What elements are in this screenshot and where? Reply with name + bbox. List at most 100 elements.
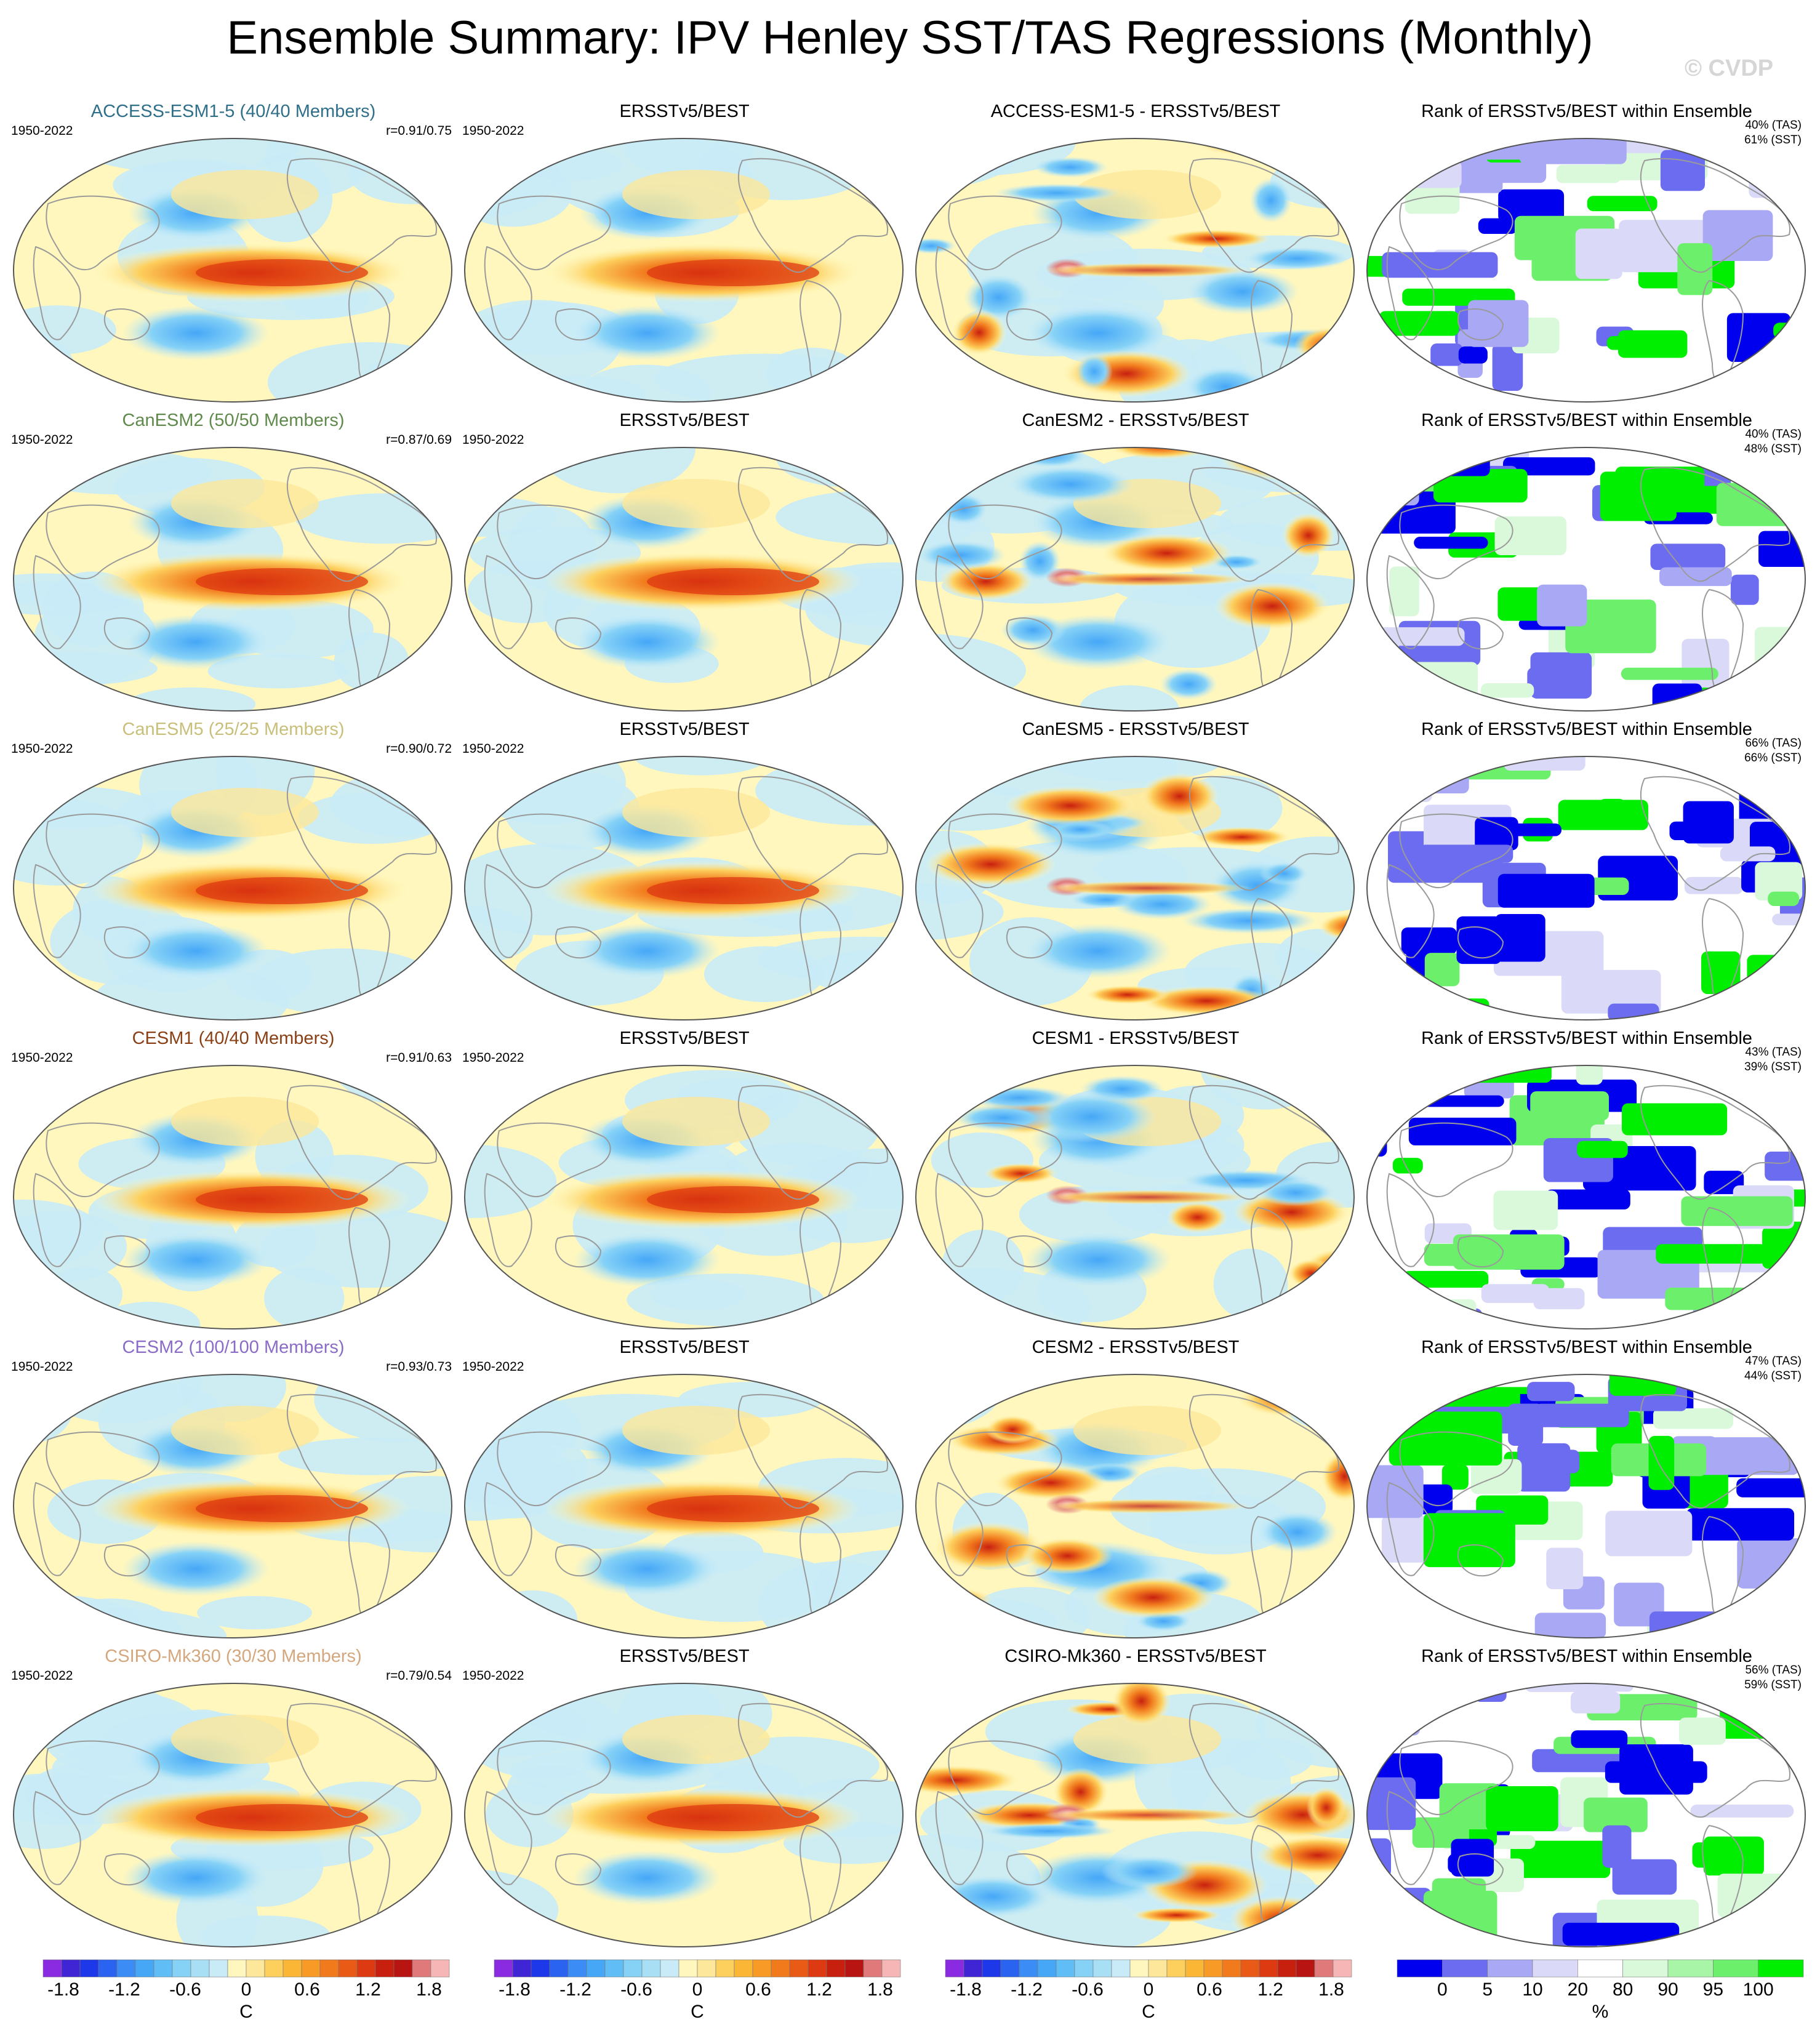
rank-pct-sst: 61% (SST) [1744, 134, 1802, 146]
rank-pct-sst: 59% (SST) [1744, 1678, 1802, 1691]
rank-cell [1433, 468, 1528, 503]
rank-cell [1690, 1804, 1794, 1818]
diff-panel-row-6: CSIRO-Mk360 - ERSSTv5/BEST [911, 1646, 1360, 1954]
rank-cell [1600, 471, 1677, 521]
colorbar-swatch [1166, 1959, 1186, 1978]
rank-cell [1367, 138, 1397, 158]
globe-map [915, 756, 1355, 1020]
colorbar-swatch [1296, 1959, 1315, 1978]
rank-cell [1762, 1226, 1805, 1269]
colorbar-svg [42, 1959, 450, 1978]
rank-cell [1423, 1513, 1515, 1568]
rank-cell [1621, 1103, 1728, 1136]
rank-cell [1602, 1825, 1632, 1868]
colorbar-swatch [982, 1959, 1001, 1978]
colorbar-tick-label: -0.6 [1072, 1979, 1104, 2000]
colorbar-tick-label: 95 [1702, 1979, 1724, 2000]
colorbar-swatch [1203, 1959, 1223, 1978]
rank-cell [1395, 1095, 1504, 1107]
rank-panel-row-2: Rank of ERSSTv5/BEST within Ensemble 40% … [1362, 411, 1811, 718]
rank-pct-tas: 43% (TAS) [1745, 1046, 1802, 1059]
rank-cell [1510, 1840, 1611, 1879]
rank-cell [1379, 311, 1459, 336]
rank-cell [1367, 483, 1397, 508]
colorbar-swatch [227, 1959, 247, 1978]
model-panel-row-4: CESM1 (40/40 Members) 1950-2022 r=0.91/0.6… [9, 1029, 458, 1336]
colorbar-swatch [494, 1959, 513, 1978]
period-label: 1950-2022 [11, 1360, 73, 1374]
globe-map [13, 138, 452, 403]
rank-panel-row-1: Rank of ERSSTv5/BEST within Ensemble 40% … [1362, 102, 1811, 409]
rank-cell [1612, 1859, 1677, 1895]
colorbar-swatch [660, 1959, 679, 1978]
pattern-correlation: r=0.87/0.69 [386, 433, 452, 447]
diff-title: CESM2 - ERSSTv5/BEST [1032, 1337, 1240, 1357]
model-title: CESM1 (40/40 Members) [132, 1029, 335, 1048]
rank-pct-tas: 66% (TAS) [1745, 737, 1802, 750]
diff-panel-row-5: CESM2 - ERSSTv5/BEST [911, 1337, 1360, 1645]
obs-panel-row-1: ERSSTv5/BEST 1950-2022 [460, 102, 909, 409]
rank-cell [1379, 662, 1478, 707]
rank-cell [1368, 627, 1465, 646]
model-title: CSIRO-Mk360 (30/30 Members) [105, 1646, 362, 1666]
rank-cell [1755, 1926, 1786, 1944]
colorbar-swatch [1277, 1959, 1297, 1978]
rank-cell [1367, 1899, 1420, 1947]
colorbar-swatch [567, 1959, 587, 1978]
diff-title: CESM1 - ERSSTv5/BEST [1032, 1029, 1240, 1048]
rank-cell [1367, 687, 1465, 711]
colorbar-obs: -1.8 -1.2 -0.6 0 0.6 1.2 1.8 C [482, 1957, 913, 2031]
globe-map [1366, 756, 1806, 1020]
colorbar-swatch [338, 1959, 358, 1978]
colorbar-swatch [808, 1959, 827, 1978]
colorbar-unit: % [1592, 2002, 1609, 2022]
rank-cell [1765, 1152, 1805, 1181]
rank-cell [1562, 1922, 1680, 1946]
rank-cell [1720, 846, 1776, 862]
colorbar-swatch [1074, 1959, 1094, 1978]
rank-cell [1480, 683, 1534, 698]
obs-panel-row-2: ERSSTv5/BEST 1950-2022 [460, 411, 909, 718]
obs-panel-row-4: ERSSTv5/BEST 1950-2022 [460, 1029, 909, 1336]
rank-cell [1653, 1408, 1733, 1429]
globe-map [464, 1683, 904, 1947]
colorbar-tick-label: -1.2 [108, 1979, 140, 2000]
colorbar-swatch [153, 1959, 173, 1978]
colorbar-tick-label: -1.2 [1011, 1979, 1043, 2000]
rank-cell [1692, 1842, 1764, 1868]
rank-cell [1621, 667, 1718, 680]
rank-cell [1565, 980, 1628, 1004]
colorbar-swatch [752, 1959, 772, 1978]
colorbar-swatch [1129, 1959, 1149, 1978]
globe-map [915, 447, 1355, 712]
rank-cell [1534, 1403, 1629, 1427]
colorbar-tick-label: 1.8 [867, 1979, 893, 2000]
rank-cell [1558, 800, 1648, 830]
globe-map [915, 1065, 1355, 1329]
rank-cell [1789, 692, 1805, 711]
rank-pct-sst: 39% (SST) [1744, 1061, 1802, 1073]
page-title: Ensemble Summary: IPV Henley SST/TAS Reg… [226, 12, 1594, 64]
colorbar-swatch [1713, 1959, 1758, 1978]
rank-panel-row-6: Rank of ERSSTv5/BEST within Ensemble 56% … [1362, 1646, 1811, 1954]
rank-cell [1381, 1515, 1429, 1563]
globe-map [1366, 138, 1806, 403]
rank-pct-sst: 48% (SST) [1744, 443, 1802, 455]
period-label: 1950-2022 [462, 742, 524, 756]
colorbar-swatch [375, 1959, 395, 1978]
colorbar-swatch [1667, 1959, 1714, 1978]
rank-cell [1701, 951, 1741, 994]
colorbar-tick-label: 1.8 [416, 1979, 442, 2000]
model-title: CanESM2 (50/50 Members) [122, 411, 345, 430]
rank-cell [1441, 1464, 1469, 1490]
colorbar-swatch [789, 1959, 809, 1978]
obs-title: ERSSTv5/BEST [619, 720, 750, 739]
rank-cell [1498, 189, 1565, 222]
globe-map [1366, 447, 1806, 712]
colorbar-swatch [393, 1959, 413, 1978]
globe-map [464, 447, 904, 712]
globe-map [13, 756, 452, 1020]
colorbar-tick-label: 100 [1742, 1979, 1774, 2000]
rank-cell [1736, 1478, 1805, 1498]
colorbar-swatch [531, 1959, 550, 1978]
